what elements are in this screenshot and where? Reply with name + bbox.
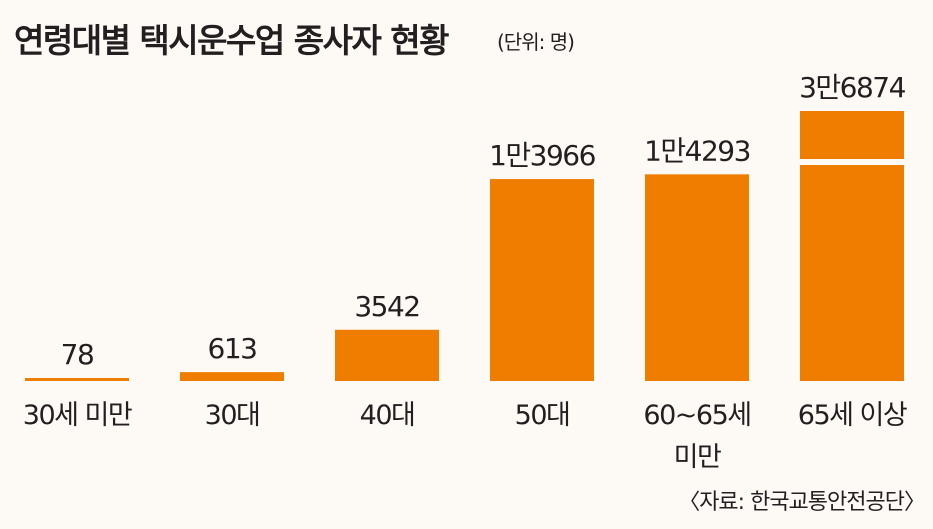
category-label: 65세 이상 bbox=[798, 400, 907, 431]
chart-title: 연령대별 택시운수업 종사자 현황 bbox=[14, 21, 450, 60]
category-label: 50대 bbox=[515, 400, 570, 431]
category-label: 30세 미만 bbox=[23, 400, 132, 431]
category-label: 미만 bbox=[674, 442, 721, 473]
bar-1 bbox=[180, 372, 284, 381]
value-label: 3만6874 bbox=[799, 71, 906, 104]
bar-0 bbox=[25, 378, 129, 381]
value-label: 613 bbox=[208, 332, 257, 365]
category-label: 60~65세 bbox=[643, 400, 750, 431]
value-label: 3542 bbox=[354, 290, 419, 323]
bar-3 bbox=[490, 179, 594, 381]
bar-4 bbox=[645, 174, 749, 381]
value-label: 1만4293 bbox=[644, 134, 750, 167]
value-label: 78 bbox=[61, 338, 94, 371]
bar-2 bbox=[335, 329, 439, 381]
category-label: 30대 bbox=[205, 400, 260, 431]
value-label: 1만3966 bbox=[489, 139, 596, 172]
axis-break-mark bbox=[799, 159, 905, 165]
bar-5 bbox=[800, 111, 904, 381]
source-note: 〈자료: 한국교통안전공단〉 bbox=[678, 490, 926, 515]
category-label: 40대 bbox=[360, 400, 415, 431]
unit-label: (단위: 명) bbox=[497, 30, 575, 54]
